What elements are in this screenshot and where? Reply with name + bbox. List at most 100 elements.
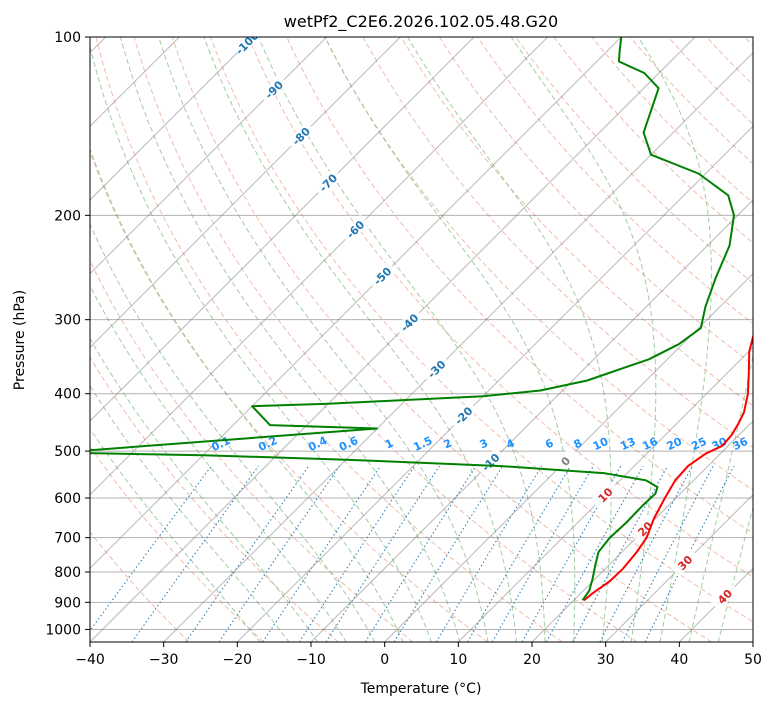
mixing-ratio-label: 16	[640, 435, 660, 453]
moist-adiabat-line	[324, 37, 576, 642]
x-tick-label: −20	[223, 652, 253, 668]
mixing-ratio-line	[491, 465, 594, 642]
dry-adiabat-line	[400, 37, 753, 407]
mixing-ratio-label: 20	[665, 435, 685, 453]
x-tick-label: −30	[149, 652, 179, 668]
y-tick-label: 300	[54, 313, 81, 329]
isotherm-label-halo	[475, 447, 505, 477]
x-tick-label: −40	[75, 652, 105, 668]
moist-adiabat-line	[688, 353, 753, 642]
isotherm-line	[90, 37, 549, 496]
dry-adiabat-line	[95, 37, 563, 642]
isotherm-label-group: 0	[550, 446, 580, 476]
moist-adiabat-line	[90, 427, 261, 642]
moist-adiabat-line	[90, 384, 290, 642]
y-tick-label: 800	[54, 565, 81, 581]
mixing-ratio-line	[90, 465, 212, 632]
mixing-ratio-label: 25	[689, 435, 708, 453]
isotherm-label-halo	[421, 354, 451, 384]
dry-adiabat-line	[591, 37, 753, 204]
moist-adiabat-line	[203, 37, 517, 642]
mixing-ratio-label-group: 16	[640, 435, 660, 453]
isotherm-label-halo	[367, 261, 397, 291]
mixing-ratio-label-group: 13	[618, 435, 637, 453]
isotherm-line	[457, 346, 753, 642]
x-tick-label: 20	[523, 652, 541, 668]
moist-adiabat-line	[407, 37, 612, 642]
moist-adiabat-line	[158, 37, 489, 642]
line-labels: -100-90-80-70-60-50-40-30-20-10 010203040…	[209, 37, 751, 611]
x-tick-label: 30	[597, 652, 615, 668]
mixing-ratio-label: 36	[731, 435, 751, 453]
x-tick-label: 0	[380, 652, 389, 668]
isotherm-line	[90, 37, 475, 422]
dry-adiabat-line	[438, 37, 753, 365]
mixing-ratio-line	[644, 465, 735, 642]
y-tick-label: 400	[54, 387, 81, 403]
axes: −40 −30 −20 −10 0 10 20 30 40 5010020030040050060…	[45, 30, 762, 668]
moist-adiabat-line	[90, 44, 432, 642]
mixing-ratio-label-group: 36	[731, 435, 751, 453]
moist-adiabat-line	[90, 337, 319, 642]
mixing-ratio-line	[521, 465, 622, 642]
y-tick-label: 600	[54, 491, 81, 507]
isotherm-line	[90, 37, 696, 642]
isotherm-label-halo	[259, 74, 289, 104]
isotherm-line	[531, 420, 753, 642]
x-tick-label: 40	[670, 652, 688, 668]
isotherm-label-halo	[709, 581, 739, 611]
dry-adiabat-line	[553, 37, 753, 244]
isotherm-line	[384, 272, 753, 642]
isotherm-line	[605, 493, 753, 642]
x-tick-label: 50	[744, 652, 762, 668]
isotherm-label-halo	[550, 446, 580, 476]
moist-adiabat-line	[637, 37, 712, 642]
moist-adiabat-line	[510, 37, 657, 642]
moist-adiabat-line	[90, 147, 404, 642]
dry-adiabat-line	[90, 150, 488, 642]
dry-adiabat-line	[286, 37, 753, 534]
plot-frame	[89, 36, 754, 643]
isotherm-label-halo	[313, 167, 343, 197]
isotherm-label-halo	[340, 214, 370, 244]
isotherm-line	[90, 37, 328, 275]
isotherm-label-halo	[286, 121, 316, 151]
dry-adiabat-line	[90, 531, 190, 642]
mixing-ratio-label-group: 25	[689, 435, 708, 453]
isotherm-label-halo	[232, 37, 262, 58]
x-tick-label: −10	[296, 652, 326, 668]
mixing-ratio-label-group: 20	[665, 435, 685, 453]
moist-adiabat-line	[90, 222, 376, 642]
moist-adiabat-line	[257, 37, 546, 642]
dry-adiabat-line	[171, 37, 712, 642]
moist-adiabat-line	[90, 284, 347, 642]
y-tick-label: 1000	[45, 622, 81, 638]
dry-adiabat-line	[324, 37, 753, 491]
mixing-ratio-label-group: 10	[591, 435, 611, 453]
y-tick-label: 900	[54, 595, 81, 611]
dry-adiabat-line	[210, 37, 753, 623]
y-tick-label: 700	[54, 531, 81, 547]
isotherm-line	[310, 199, 753, 642]
y-axis-title: Pressure (hPa)	[12, 290, 28, 390]
dry-adiabat-line	[90, 259, 414, 642]
dry-adiabat-line	[133, 37, 638, 642]
y-tick-label: 200	[54, 208, 81, 224]
x-tick-label: 10	[449, 652, 467, 668]
mixing-ratio-line	[599, 465, 693, 642]
mixing-ratio-line	[325, 465, 440, 642]
mixing-ratio-line	[298, 465, 415, 642]
isotherm-line	[90, 37, 622, 570]
isotherm-line	[163, 51, 753, 642]
dry-adiabat-line	[477, 37, 753, 325]
isotherm-label-halo	[590, 480, 620, 510]
profile-lines	[90, 37, 753, 602]
mixing-ratio-label: 10	[591, 435, 611, 453]
background-lines	[90, 37, 753, 642]
isotherm-line	[90, 37, 254, 201]
y-tick-label: 100	[54, 30, 81, 46]
mixing-ratio-line	[572, 465, 668, 642]
dry-adiabat-line	[90, 356, 339, 642]
chart-title: wetPf2_C2E6.2026.102.05.48.G20	[284, 12, 558, 32]
